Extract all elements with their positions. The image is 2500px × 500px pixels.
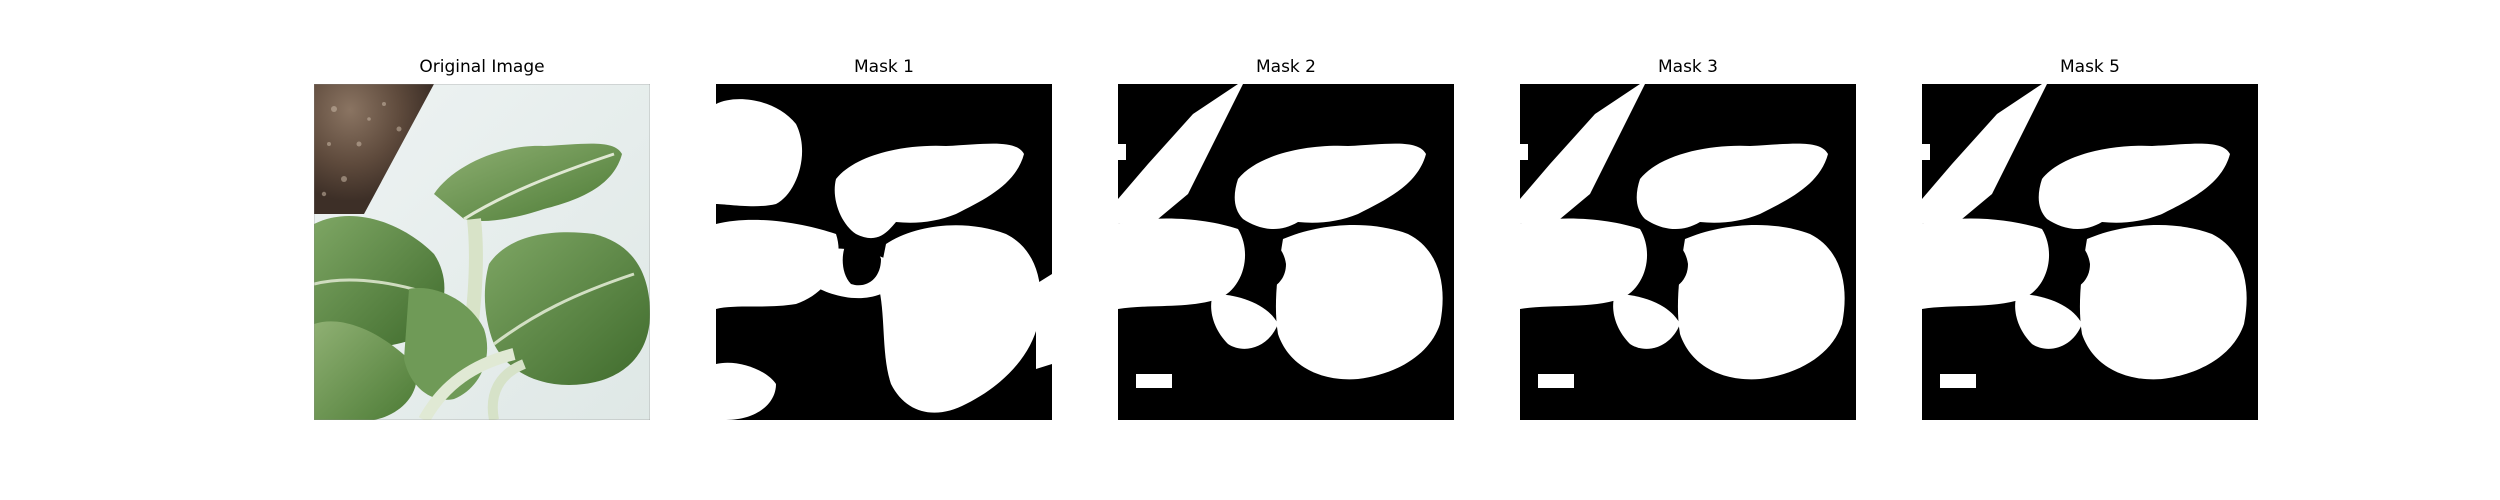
panel-title: Mask 3 (1657, 57, 1718, 77)
mask-1-image (716, 84, 1052, 420)
mask-3-image (1520, 84, 1856, 420)
panel-title: Mask 2 (1255, 57, 1316, 77)
panel-title: Original Image (419, 57, 545, 77)
mask-5-image (1922, 84, 2258, 420)
panel-title: Mask 1 (853, 57, 914, 77)
original-image (314, 84, 650, 420)
mask-2-image (1118, 84, 1454, 420)
panel-title: Mask 5 (2059, 57, 2120, 77)
